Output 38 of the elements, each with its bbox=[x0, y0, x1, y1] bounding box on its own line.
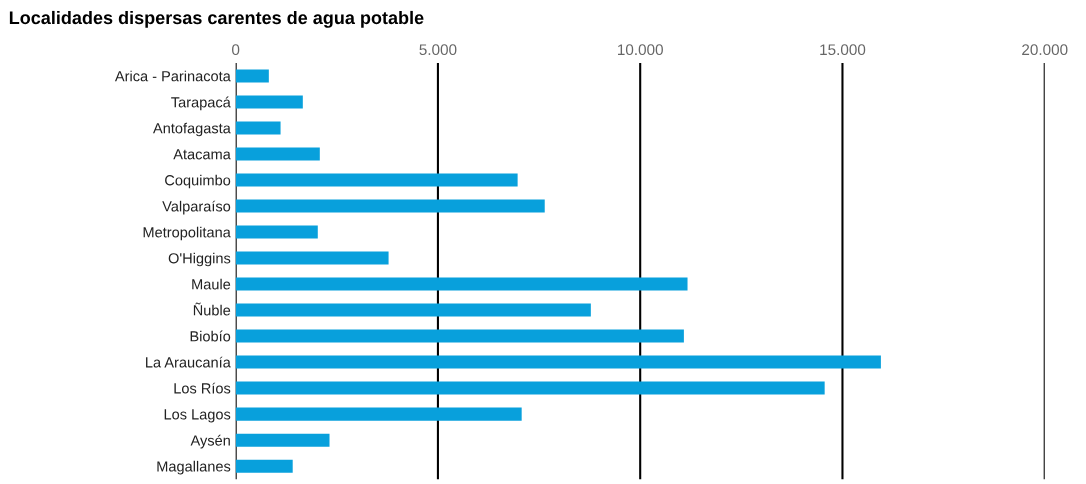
bar bbox=[235, 407, 522, 421]
y-tick-label: Magallanes bbox=[157, 460, 231, 475]
bar bbox=[235, 225, 318, 239]
bar bbox=[235, 381, 825, 395]
bar bbox=[235, 433, 330, 447]
bar bbox=[235, 329, 684, 343]
x-tick-label: 0 bbox=[232, 44, 240, 56]
chart-title: Localidades dispersas carentes de agua potable bbox=[9, 10, 424, 28]
y-tick-label: Los Ríos bbox=[174, 382, 231, 394]
x-tick-label: 10.000 bbox=[618, 44, 663, 56]
bar bbox=[235, 69, 269, 83]
y-tick-label: Maule bbox=[192, 278, 231, 290]
bar bbox=[235, 251, 389, 265]
y-tick-label: Antofagasta bbox=[153, 122, 231, 137]
bar bbox=[235, 95, 303, 109]
y-tick-label: Biobío bbox=[190, 330, 231, 342]
y-tick-label: Atacama bbox=[173, 149, 231, 160]
y-tick-label: Ñuble bbox=[193, 302, 231, 316]
bar bbox=[235, 355, 881, 369]
y-tick-label: Metropolitana bbox=[143, 226, 231, 241]
y-tick-label: O'Higgins bbox=[168, 252, 231, 267]
bar bbox=[235, 147, 320, 161]
y-tick-label: Los Lagos bbox=[164, 409, 231, 423]
bar bbox=[235, 173, 518, 187]
y-tick-label: La Araucanía bbox=[146, 356, 231, 368]
bar bbox=[235, 121, 281, 135]
y-tick-label: Aysén bbox=[190, 434, 230, 449]
y-tick-label: Valparaíso bbox=[162, 200, 231, 215]
bar bbox=[235, 303, 591, 317]
x-tick-label: 15.000 bbox=[820, 44, 866, 56]
x-tick-label: 5.000 bbox=[419, 44, 457, 56]
bar bbox=[235, 277, 688, 291]
y-tick-label: Tarapacá bbox=[171, 96, 231, 111]
bar bbox=[235, 199, 545, 213]
bar bbox=[235, 459, 293, 473]
x-tick-label: 20.000 bbox=[1022, 44, 1068, 56]
y-tick-label: Coquimbo bbox=[165, 174, 231, 189]
y-tick-label: Arica - Parinacota bbox=[114, 70, 231, 82]
